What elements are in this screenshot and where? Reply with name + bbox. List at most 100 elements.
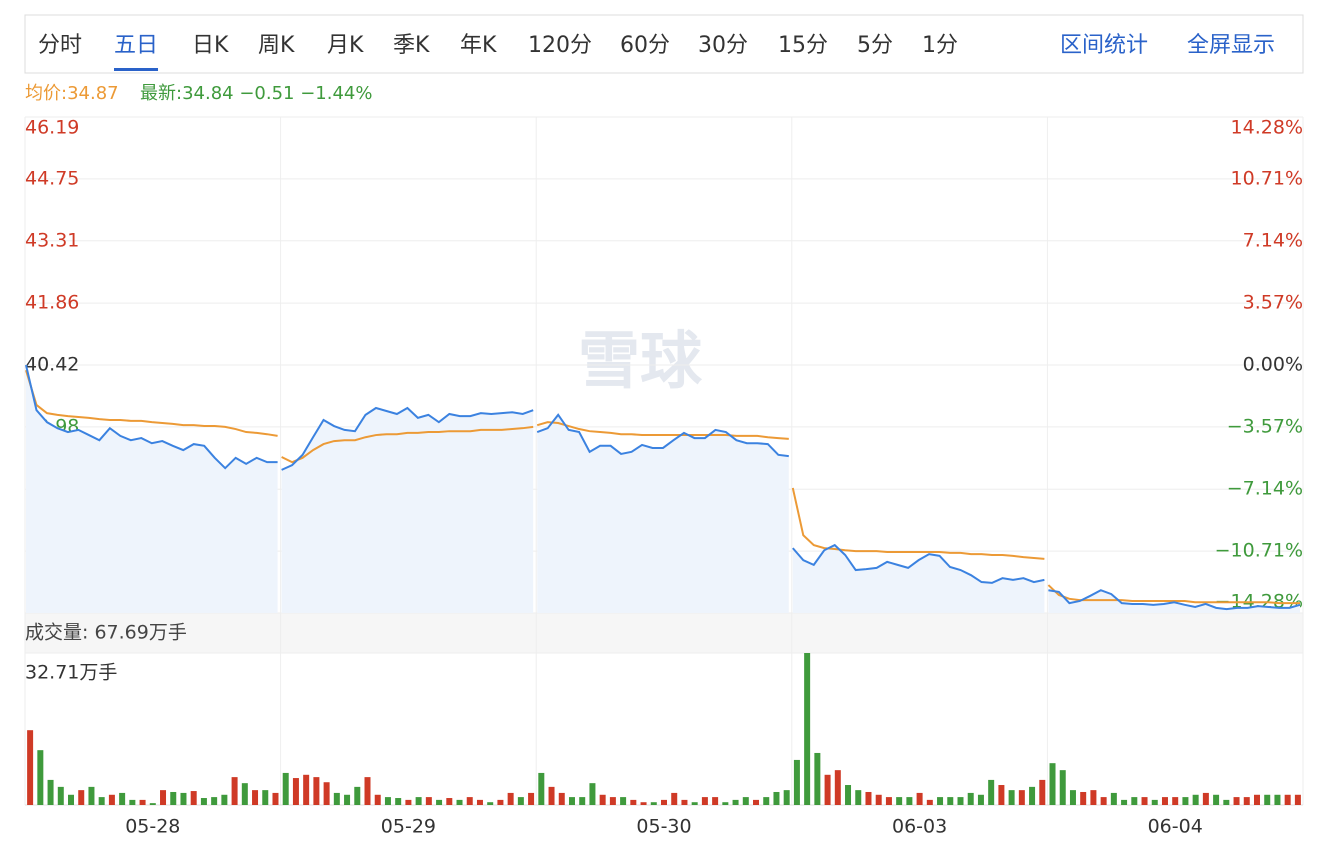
volume-bar [180,792,187,805]
volume-bar [589,783,596,805]
volume-title: 成交量: 67.69万手 [25,622,187,644]
volume-bar [323,782,330,805]
volume-bar [609,797,616,805]
volume-bar [845,785,852,805]
volume-bar [37,750,44,805]
volume-bar [834,770,841,805]
volume-bar [149,803,156,805]
volume-bar [824,774,831,805]
tab[interactable]: 周K [258,33,295,58]
volume-bar [558,792,565,805]
price-line [536,413,789,458]
volume-bar [783,790,790,805]
volume-bar [793,759,800,805]
volume-bar [190,791,197,805]
volume-bar [599,794,606,805]
tab[interactable]: 分时 [38,33,82,58]
volume-bar [1202,792,1209,805]
volume-bar [1110,792,1117,805]
volume-bar [456,799,463,805]
tab-underline [114,68,159,71]
volume-bar [436,799,443,805]
action-button[interactable]: 区间统计 [1060,33,1148,58]
volume-bar [405,799,412,805]
volume-bar [313,777,320,805]
volume-bar [1233,797,1240,805]
tab[interactable]: 120分 [528,33,592,58]
volume-bar [722,802,729,805]
volume-bar [1213,794,1220,805]
volume-bar [262,790,269,805]
volume-bar [1059,770,1066,805]
tab[interactable]: 日K [192,33,229,58]
volume-bar [170,791,177,805]
x-tick-label: 05-29 [381,816,436,838]
volume-bar [548,786,555,805]
volume-bar [211,797,218,805]
volume-bar [108,794,115,805]
volume-bar [374,794,381,805]
volume-bar [57,786,64,805]
volume-bar [139,799,146,805]
volume-bar [364,777,371,805]
tab[interactable]: 30分 [698,33,748,58]
volume-bar [1131,797,1138,805]
volume-bar [691,802,698,805]
volume-bar [1182,797,1189,805]
y2-tick-label: 0.00% [1243,354,1303,376]
tab[interactable]: 五日 [114,33,158,58]
volume-bar [926,799,933,805]
volume-bar [671,792,678,805]
volume-bar [98,797,105,805]
volume-bar [507,792,514,805]
volume-bar [855,790,862,805]
tab[interactable]: 60分 [620,33,670,58]
y-tick-label: 40.42 [25,354,79,376]
volume-bar [1274,794,1281,805]
volume-bar [1141,797,1148,805]
y2-tick-label: 7.14% [1243,230,1303,252]
volume-bar [1172,797,1179,805]
volume-bar [1080,791,1087,805]
volume-bar [875,794,882,805]
tab[interactable]: 5分 [857,33,893,58]
price-area [792,545,1045,613]
volume-bar [27,730,34,805]
average-line [1047,584,1300,605]
volume-bar [78,790,85,805]
y-tick-label: 46.19 [25,117,79,139]
volume-bar [988,779,995,805]
volume-bar [998,785,1005,805]
volume-bar [1069,790,1076,805]
tab[interactable]: 15分 [778,33,828,58]
volume-bar [88,786,95,805]
tab[interactable]: 年K [460,33,497,58]
volume-bar [1294,794,1301,805]
volume-bar [538,772,545,805]
volume-bar [1039,779,1046,805]
volume-bar [814,752,821,805]
y2-tick-label: 3.57% [1243,292,1303,314]
volume-bar [292,778,299,805]
volume-bar [885,797,892,805]
tab[interactable]: 季K [393,33,430,58]
volume-bar [333,792,340,805]
volume-header-band [25,613,1303,653]
average-line [791,487,1045,560]
price-area [537,414,789,613]
price-line [1048,589,1301,611]
tab[interactable]: 月K [327,33,364,58]
y2-tick-label: 10.71% [1231,168,1303,190]
volume-bar [568,797,575,805]
volume-bar [732,799,739,805]
volume-bar [1090,790,1097,805]
action-button[interactable]: 全屏显示 [1187,33,1275,58]
volume-bar [701,797,708,805]
volume-bar [1029,786,1036,805]
volume-bar [640,802,647,805]
volume-bar [742,797,749,805]
tab[interactable]: 1分 [922,33,958,58]
volume-bar [906,797,913,805]
volume-bar [487,802,494,805]
latest-price: 最新:34.84 −0.51 −1.44% [140,83,372,104]
